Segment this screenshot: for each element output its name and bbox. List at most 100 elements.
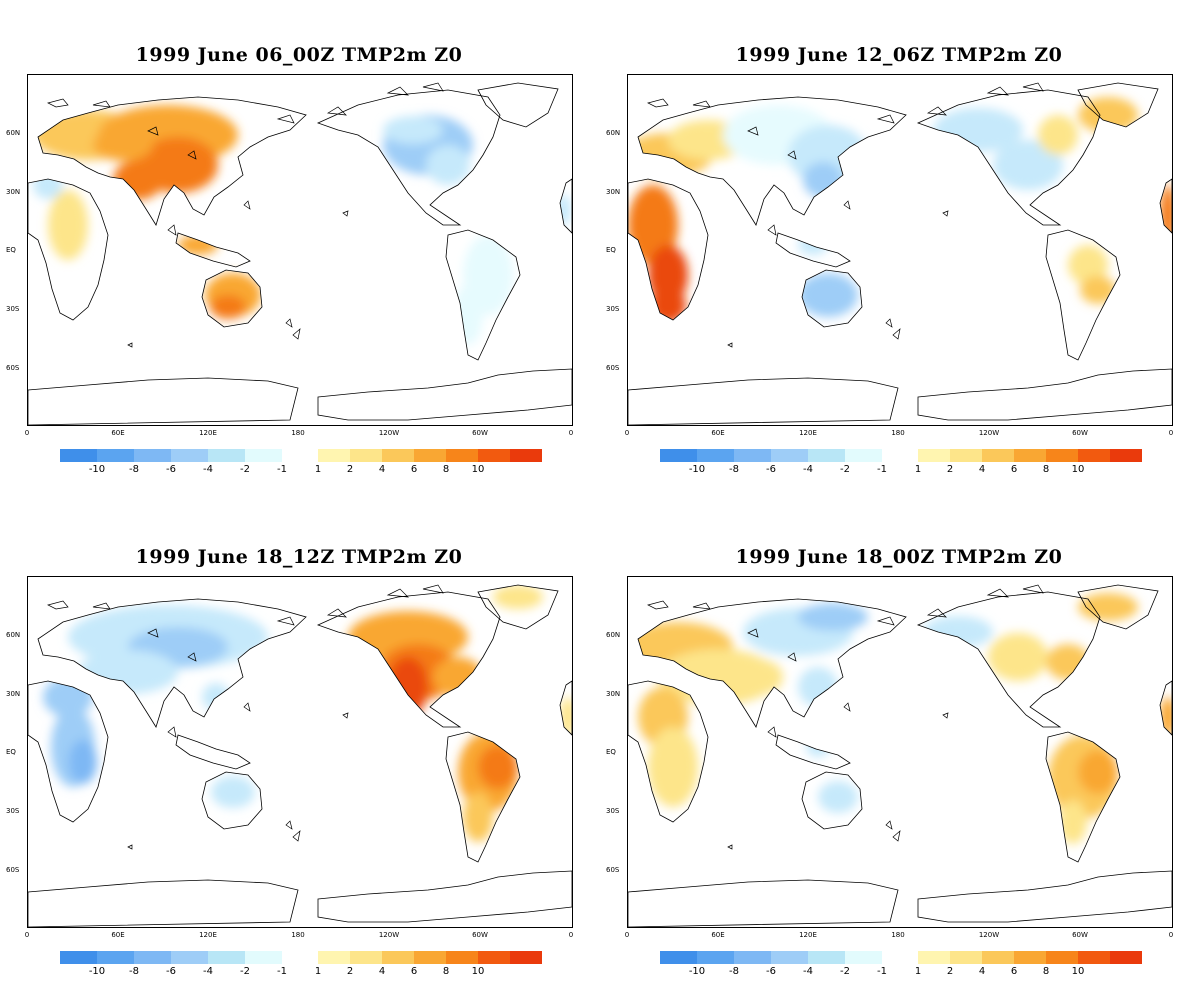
anomaly-shading (28, 83, 572, 425)
colorbar-label: -1 (277, 464, 287, 475)
map-frame (27, 74, 573, 426)
island-outline (885, 318, 893, 328)
colorbar-label: 2 (346, 464, 354, 475)
lat-tick-label: 60S (6, 364, 20, 372)
coastline-africa (28, 178, 109, 321)
colorbar-swatch-warm (414, 449, 446, 462)
coastline-greenland (477, 82, 559, 128)
panel-title: 1999 June 18_12Z TMP2m Z0 (135, 546, 463, 568)
anomaly-blob (988, 633, 1048, 681)
colorbar-label: 2 (946, 464, 954, 475)
lon-tick-label: 180 (291, 931, 305, 939)
colorbar-swatch-cold (171, 449, 208, 462)
anomaly-blob (798, 667, 838, 707)
colorbar-label: -1 (877, 966, 887, 977)
coastline-greenland (1077, 584, 1159, 630)
colorbar-swatch-warm (1110, 951, 1142, 964)
colorbar-swatch-warm (982, 951, 1014, 964)
colorbar-swatch-cold (97, 951, 134, 964)
island-outline (386, 588, 409, 598)
anomaly-blob (648, 727, 698, 807)
colorbar-label: -10 (88, 464, 106, 475)
lon-tick-label: 60E (711, 429, 725, 437)
lon-tick-label: 120W (978, 931, 1000, 939)
colorbar-swatch-cold (771, 449, 808, 462)
island-outline (1022, 584, 1044, 594)
colorbar-label: 10 (471, 464, 485, 475)
colorbar-swatch-cold (134, 449, 171, 462)
colorbar-swatch-warm (1014, 449, 1046, 462)
coastline-namerica (916, 591, 1101, 728)
coastline-namerica (916, 89, 1101, 226)
anomaly-blob (433, 657, 483, 697)
island-outline (47, 600, 69, 610)
island-outline (187, 652, 197, 662)
island-outline (422, 584, 444, 594)
panel-title: 1999 June 12_06Z TMP2m Z0 (735, 44, 1063, 66)
colorbar-swatch-cold (660, 449, 697, 462)
lon-tick-label: 0 (624, 931, 630, 939)
anomaly-map (628, 82, 1172, 425)
colorbar-swatch-warm (350, 951, 382, 964)
anomaly-blob (648, 245, 688, 305)
colorbar: -10 -8 -6 -4 -2 -1 1 2 4 6 8 10 (660, 951, 1160, 977)
lon-tick-label: 60W (472, 931, 488, 939)
colorbar-label: -8 (729, 464, 739, 475)
island-outline (243, 200, 251, 210)
island-outline (422, 82, 444, 92)
anomaly-shading (628, 585, 1172, 927)
island-outline (892, 328, 901, 340)
island-outline (386, 86, 409, 96)
anomaly-blob (798, 273, 858, 317)
island-outline (167, 726, 177, 738)
anomaly-blob (1038, 115, 1078, 155)
anomaly-blob (1078, 97, 1138, 133)
island-outline (986, 588, 1009, 598)
island-outline (342, 712, 349, 719)
lat-tick-label: 30N (6, 188, 21, 196)
lon-tick-label: 120W (378, 429, 400, 437)
colorbar: -10 -8 -6 -4 -2 -1 1 2 4 6 8 10 (60, 951, 560, 977)
colorbar-label: 10 (1071, 966, 1085, 977)
colorbar-label: 4 (378, 464, 386, 475)
island-outline (747, 628, 759, 638)
map-panel: 1999 June 18_12Z TMP2m Z0 60N 30N EQ 30S 60S 0… (0, 502, 600, 1002)
lat-tick-label: EQ (6, 246, 16, 254)
lon-tick-label: 120E (799, 429, 817, 437)
lon-tick-label: 60E (111, 429, 125, 437)
colorbar-label: -8 (129, 464, 139, 475)
colorbar-swatch-cold (134, 951, 171, 964)
anomaly-blob (1078, 750, 1118, 794)
colorbar-swatch-warm (478, 951, 510, 964)
anomaly-blob (178, 235, 218, 255)
colorbar-swatch-warm (446, 951, 478, 964)
island-outline (747, 126, 759, 136)
anomaly-blob (806, 737, 830, 757)
anomaly-blob (798, 235, 828, 255)
colorbar-swatch-warm (510, 951, 542, 964)
anomaly-blob (478, 745, 518, 789)
colorbar-swatch-warm (1078, 951, 1110, 964)
anomaly-blob (202, 683, 230, 711)
coastline-australia (201, 771, 263, 830)
anomaly-blob (1068, 245, 1108, 285)
lon-tick-label: 180 (891, 429, 905, 437)
coastline-indonesia (175, 232, 251, 268)
colorbar-swatch-cold (208, 951, 245, 964)
lon-tick-label: 60E (711, 931, 725, 939)
lat-tick-label: 30S (6, 305, 20, 313)
island-outline (92, 100, 111, 108)
island-outline (727, 844, 733, 850)
coastline-samerica (445, 731, 521, 863)
lon-tick-label: 120W (978, 429, 1000, 437)
colorbar-swatch-cold (171, 951, 208, 964)
island-outline (942, 210, 949, 217)
coastline-africa (628, 178, 709, 321)
anomaly-map (28, 82, 572, 425)
lat-tick-label: EQ (6, 748, 16, 756)
lat-tick-label: EQ (606, 748, 616, 756)
island-outline (942, 712, 949, 719)
coastline-eurasia (637, 96, 907, 226)
island-outline (187, 150, 197, 160)
colorbar-swatch-cold (808, 951, 845, 964)
